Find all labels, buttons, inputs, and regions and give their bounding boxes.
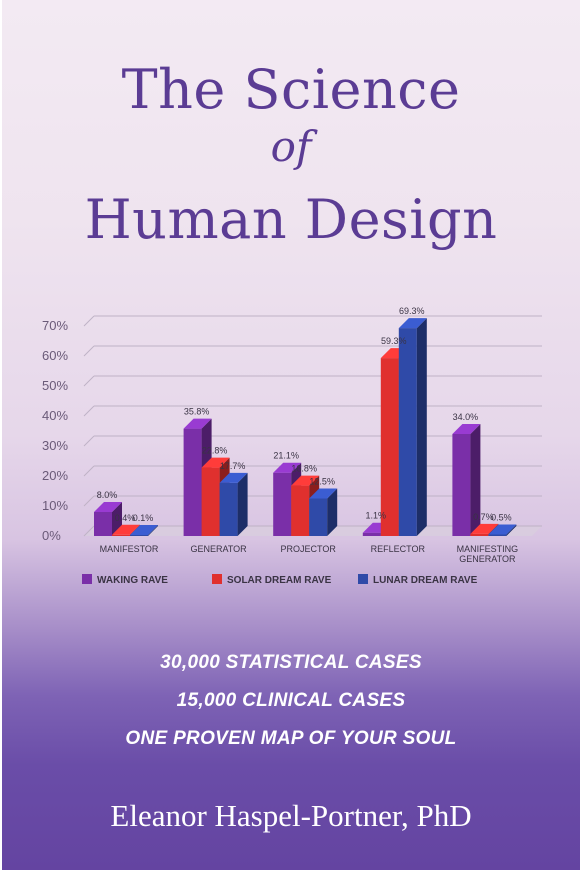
title-line-1: The Science — [121, 58, 461, 121]
bar-top — [470, 523, 499, 534]
gridline-depth — [83, 465, 95, 477]
value-label: 0.5% — [491, 513, 512, 523]
bar-side — [416, 318, 427, 536]
gridline-depth — [83, 375, 95, 387]
chart-legend: WAKING RAVE SOLAR DREAM RAVE LUNAR DREAM R… — [82, 574, 478, 586]
bar-side — [327, 488, 338, 536]
y-tick-label: 30% — [42, 438, 68, 453]
value-label: 12.5% — [309, 477, 335, 487]
bar-front — [273, 472, 292, 536]
bar-front — [183, 428, 202, 536]
value-label: 69.3% — [399, 306, 425, 316]
bar-chart: 0% 10% 20% 30% 40% 50% 60% 70% 8.0% 0.4%0.1% 35.8… — [42, 306, 542, 586]
bar-front — [201, 467, 220, 536]
value-label: 17.7% — [220, 461, 246, 471]
value-label: 0.7% — [473, 512, 494, 522]
bar-front — [219, 482, 238, 536]
bar-side — [506, 524, 517, 536]
legend-label: WAKING RAVE — [97, 575, 168, 586]
bar-top — [398, 318, 427, 329]
category-label: PROJECTOR — [281, 544, 337, 554]
gridline-depth — [83, 525, 95, 537]
bar-top — [112, 524, 140, 535]
bar-front — [112, 534, 130, 536]
legend-label: LUNAR DREAM RAVE — [373, 575, 478, 586]
y-axis-ticks: 0% 10% 20% 30% 40% 50% 60% 70% — [42, 318, 68, 543]
y-tick-label: 40% — [42, 408, 68, 423]
bar-front — [488, 534, 507, 536]
y-tick-label: 0% — [42, 528, 61, 543]
legend-swatch — [212, 574, 222, 584]
y-tick-label: 50% — [42, 378, 68, 393]
bar-front — [94, 512, 112, 536]
bar-top — [488, 524, 517, 535]
tagline-1: 30,000 STATISTICAL CASES — [160, 652, 422, 673]
bar-side — [237, 472, 248, 536]
bar-front — [291, 485, 310, 536]
chart-bars — [94, 318, 517, 536]
category-labels: MANIFESTOR GENERATOR PROJECTOR REFLECTOR MAN… — [100, 544, 519, 564]
bar-top — [309, 488, 338, 499]
y-tick-label: 20% — [42, 468, 68, 483]
gridline-depth — [83, 345, 95, 357]
bar-top — [291, 475, 320, 486]
bar-top — [94, 502, 122, 512]
bar-front — [380, 358, 399, 536]
value-labels: 8.0% 0.4%0.1% 35.8% 22.8% 17.7% 21.1% 16.8% 12.… — [97, 306, 512, 523]
bar-front — [309, 498, 328, 536]
value-label: 34.0% — [453, 412, 479, 422]
tagline-2: 15,000 CLINICAL CASES — [176, 690, 406, 711]
gridline-depth — [83, 315, 95, 327]
bar-front — [362, 532, 381, 536]
y-tick-label: 70% — [42, 318, 68, 333]
bar-top — [452, 424, 481, 434]
bar-top — [183, 418, 212, 429]
gridline-depth — [83, 495, 95, 507]
legend-swatch — [82, 574, 92, 584]
value-label: 16.8% — [291, 464, 317, 474]
category-label: GENERATOR — [191, 544, 248, 554]
category-label: GENERATOR — [459, 554, 516, 564]
value-label: 22.8% — [202, 446, 228, 456]
legend-swatch — [358, 574, 368, 584]
category-label: MANIFESTOR — [100, 544, 159, 554]
value-label: 59.3% — [381, 336, 407, 346]
bar-top — [130, 525, 158, 535]
y-tick-label: 60% — [42, 348, 68, 363]
category-label: REFLECTOR — [371, 544, 426, 554]
title-line-2: of — [270, 122, 312, 171]
bar-front — [398, 328, 417, 536]
value-label: 0.1% — [133, 513, 154, 523]
gridline-depth — [83, 405, 95, 417]
gridline-depth — [83, 435, 95, 447]
value-label: 8.0% — [97, 490, 118, 500]
legend-label: SOLAR DREAM RAVE — [227, 575, 332, 586]
bar-top — [219, 472, 248, 483]
value-label: 1.1% — [366, 511, 387, 521]
bar-front — [130, 535, 148, 536]
category-label: MANIFESTING — [457, 544, 519, 554]
tagline-3: ONE PROVEN MAP OF YOUR SOUL — [125, 728, 457, 749]
bar-top — [201, 457, 230, 468]
bar-top — [273, 462, 302, 473]
author-name: Eleanor Haspel-Portner, PhD — [110, 798, 472, 833]
value-label: 0.4% — [115, 513, 136, 523]
y-tick-label: 10% — [42, 498, 68, 513]
bar-side — [470, 424, 481, 536]
value-label: 21.1% — [273, 451, 299, 461]
bar-front — [470, 533, 489, 536]
value-label: 35.8% — [184, 407, 210, 417]
bar-front — [452, 434, 471, 536]
title-line-3: Human Design — [84, 188, 498, 251]
bar-side — [148, 525, 158, 536]
